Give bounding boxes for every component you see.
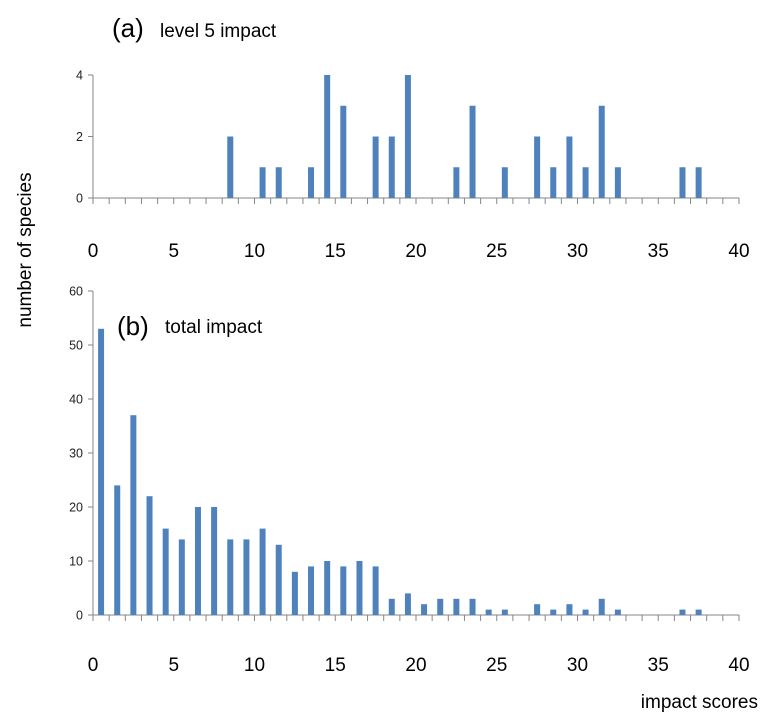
panel-a-x-tick-label: 20: [405, 241, 426, 262]
panel-a-y-tick-label: 0: [76, 192, 83, 206]
panel-b-bar: [211, 507, 218, 615]
panel-b-y-tick-label: 0: [76, 609, 83, 623]
panel-a-bar: [324, 75, 331, 198]
panel-a-x-tick-label: 35: [648, 241, 669, 262]
panel-a-x-tick-label: 15: [325, 241, 346, 262]
panel-b-bar: [308, 566, 315, 615]
panel-b-bar: [178, 539, 185, 615]
panel-b-bar: [372, 566, 379, 615]
panel-b-bar: [679, 609, 686, 615]
panel-b-bar: [227, 539, 234, 615]
panel-b-bar: [98, 328, 105, 615]
panel-a-bar: [259, 167, 266, 198]
panel-b-x-tick-label: 15: [325, 655, 346, 676]
panel-b-bar: [130, 415, 137, 615]
panel-a-x-tick-label: 40: [728, 241, 749, 262]
panel-b-bar: [162, 528, 169, 615]
panel-b-x-tick-label: 35: [648, 655, 669, 676]
panel-b-x-tick-label: 0: [88, 655, 99, 676]
panel-b-x-tick-label: 5: [168, 655, 179, 676]
panel-b-bar: [437, 598, 444, 615]
panel-b-y-tick-label: 50: [69, 339, 83, 353]
panel-a-bar: [227, 136, 234, 198]
panel-a-bar: [598, 105, 605, 198]
panel-b-bar: [453, 598, 460, 615]
panel-a-bar: [501, 167, 508, 198]
panel-a-x-tick-label: 0: [88, 241, 99, 262]
panel-a-bar: [566, 136, 573, 198]
panel-a-bar: [275, 167, 282, 198]
panel-a-bar: [453, 167, 460, 198]
panel-a-bar: [550, 167, 557, 198]
panel-b-y-tick-label: 30: [69, 447, 83, 461]
panel-b-y-tick-label: 20: [69, 501, 83, 515]
panel-b-chart: 0 10 20 30 40 50 60 0 5 10 15 20 25 30 35 40 (b) total im…: [69, 285, 749, 677]
panel-b-bar: [404, 593, 411, 615]
panel-b-bar: [501, 609, 508, 615]
panel-a-bar: [469, 105, 476, 198]
panel-b-bar: [291, 571, 298, 615]
panel-b-bar: [469, 598, 476, 615]
panel-b-bar: [598, 598, 605, 615]
panel-b-y-tick-label: 10: [69, 555, 83, 569]
x-axis-title: impact scores: [641, 692, 758, 713]
panel-b-bar: [614, 609, 621, 615]
panel-b-bar: [421, 604, 428, 615]
panel-a-bar: [679, 167, 686, 198]
panel-b-x-tick-label: 10: [244, 655, 265, 676]
panel-a-bar: [614, 167, 621, 198]
panel-a-x-tick-label: 25: [486, 241, 507, 262]
panel-b-bar: [259, 528, 266, 615]
panel-a-y-tick-label: 4: [76, 69, 83, 83]
panel-b-y-tick-label: 40: [69, 393, 83, 407]
panel-b-bar: [566, 604, 573, 615]
panel-b-bar: [324, 561, 331, 615]
panel-a-bar: [404, 75, 411, 198]
panel-b-bar: [550, 609, 557, 615]
panel-b-x-tick-label: 20: [405, 655, 426, 676]
panel-a-x-tick-label: 10: [244, 241, 265, 262]
panel-a-bar: [388, 136, 395, 198]
panel-b-bar: [388, 598, 395, 615]
panel-a-x-tick-label: 30: [567, 241, 588, 262]
panel-a-bar: [308, 167, 315, 198]
panel-b-x-tick-label: 30: [567, 655, 588, 676]
panel-a-bar: [534, 136, 541, 198]
y-axis-title: number of species: [15, 172, 36, 327]
panel-b-bar: [695, 609, 702, 615]
panel-b-bar: [340, 566, 347, 615]
panel-a-title: level 5 impact: [160, 21, 277, 42]
panel-b-x-tick-label: 40: [728, 655, 749, 676]
panel-a-x-tick-label: 5: [168, 241, 179, 262]
panel-a-bar: [695, 167, 702, 198]
panel-b-bar: [243, 539, 250, 615]
panel-b-bar: [534, 604, 541, 615]
panel-b-y-tick-label: 60: [69, 285, 83, 299]
panel-a-bar: [340, 105, 347, 198]
panel-b-letter: (b): [117, 311, 149, 341]
panel-b-x-tick-label: 25: [486, 655, 507, 676]
panel-a-y-tick-label: 2: [76, 130, 83, 144]
panel-b-bar: [114, 485, 121, 615]
panel-a-bar: [582, 167, 589, 198]
panel-b-bar: [146, 496, 153, 615]
panel-b-bar: [194, 507, 201, 615]
panel-b-title: total impact: [165, 317, 263, 338]
panel-b-bar: [275, 544, 282, 615]
panel-b-bar: [485, 609, 492, 615]
panel-b-bar: [356, 561, 363, 615]
panel-a-letter: (a): [112, 13, 144, 43]
panel-b-bar: [582, 609, 589, 615]
panel-a-bar: [372, 136, 379, 198]
